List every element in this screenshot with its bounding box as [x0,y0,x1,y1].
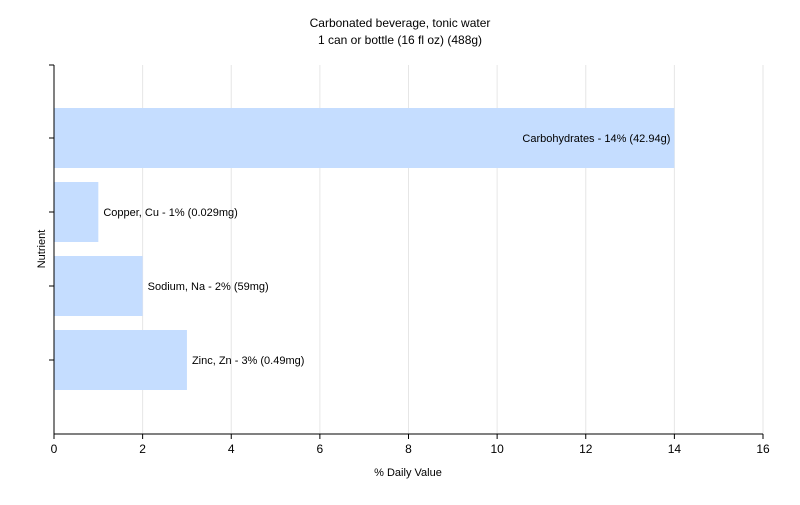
bar [54,256,143,316]
bar [54,182,99,242]
x-tick-label: 6 [317,442,324,456]
data-labels: Carbohydrates - 14% (42.94g) Copper, Cu -… [103,133,670,367]
x-tick-label: 16 [756,442,770,456]
x-axis-label: % Daily Value [374,467,442,479]
x-tick-label: 8 [405,442,412,456]
x-tick-label: 14 [668,442,682,456]
bars [54,108,675,390]
bar [54,330,187,390]
bar [54,108,675,168]
data-label: Carbohydrates - 14% (42.94g) [522,133,670,145]
chart-subtitle: 1 can or bottle (16 fl oz) (488g) [318,33,482,47]
x-tick-label: 12 [579,442,593,456]
y-axis-label: Nutrient [36,230,48,269]
data-label: Zinc, Zn - 3% (0.49mg) [192,355,304,367]
chart-title: Carbonated beverage, tonic water [310,16,491,30]
x-tick-labels: 0 2 4 6 8 10 12 14 16 [51,442,770,456]
x-tick-label: 2 [139,442,146,456]
data-label: Copper, Cu - 1% (0.029mg) [103,207,238,219]
x-tick-label: 4 [228,442,235,456]
x-tick-label: 10 [490,442,504,456]
axes [49,64,764,439]
data-label: Sodium, Na - 2% (59mg) [148,281,269,293]
x-tick-label: 0 [51,442,58,456]
